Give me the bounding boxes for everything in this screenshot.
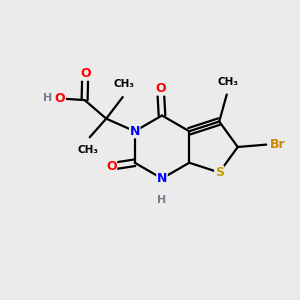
Text: CH₃: CH₃ — [78, 145, 99, 155]
Text: H: H — [157, 195, 166, 205]
Text: O: O — [155, 82, 166, 95]
Text: H: H — [43, 93, 52, 103]
Text: O: O — [106, 160, 117, 173]
Text: S: S — [215, 166, 224, 179]
Text: N: N — [157, 172, 167, 185]
Text: Br: Br — [270, 138, 286, 151]
Text: N: N — [130, 125, 140, 138]
Text: CH₃: CH₃ — [218, 77, 239, 87]
Text: CH₃: CH₃ — [114, 80, 135, 89]
Text: O: O — [55, 92, 65, 105]
Text: O: O — [80, 67, 91, 80]
